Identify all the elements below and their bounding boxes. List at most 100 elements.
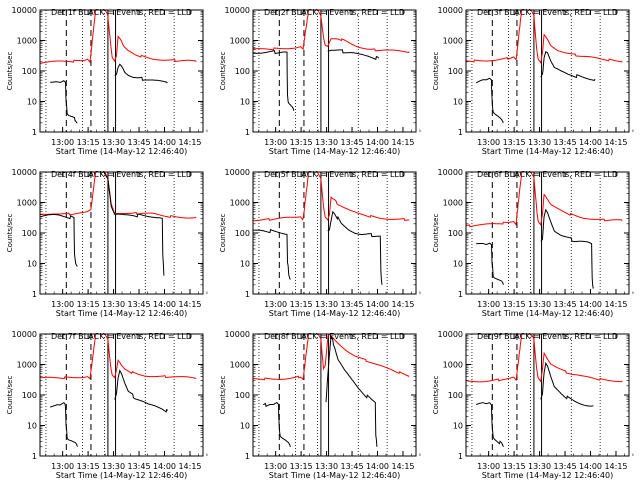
x-tick-label: 13:30 xyxy=(528,138,551,147)
x-tick-label: 13:30 xyxy=(315,462,338,471)
events-series-line xyxy=(50,401,78,447)
y-tick-label: 10 xyxy=(27,260,37,269)
x-tick-label: 13:15 xyxy=(77,138,100,147)
x-tick-label: 13:30 xyxy=(102,462,125,471)
panel-title: Det 6f BLACK = Events, RED = LLD xyxy=(477,170,618,179)
panel-title: Det 3f BLACK = Events, RED = LLD xyxy=(477,8,618,17)
x-tick-label: 14:00 xyxy=(579,462,602,471)
y-tick-label: 10 xyxy=(240,422,250,431)
x-axis-label: Start Time (14-May-12 12:46:40) xyxy=(269,471,400,480)
x-tick-label: 14:00 xyxy=(153,300,176,309)
y-tick-label: 10000 xyxy=(12,6,37,15)
detector-panel-3: 1 10 100 1000 10000 13:00 13:15 13:30 13:45 14:00… xyxy=(432,6,634,156)
y-axis-label: Counts/sec xyxy=(219,376,227,415)
detector-panel-1: 1 10 100 1000 10000 13:00 13:15 13:30 13:45 14:00… xyxy=(6,6,208,156)
y-axis-label: Counts/sec xyxy=(6,214,14,253)
events-series-line-segment xyxy=(327,210,383,285)
panel-title: Det 4f BLACK = Events, RED = LLD xyxy=(51,170,192,179)
y-axis-label: Counts/sec xyxy=(6,376,14,415)
x-tick-label: 14:00 xyxy=(366,462,389,471)
y-axis-label: Counts/sec xyxy=(432,52,440,91)
y-tick-label: 10000 xyxy=(438,330,463,339)
y-tick-label: 10 xyxy=(240,98,250,107)
x-tick-label: 13:30 xyxy=(102,138,125,147)
x-tick-label: 13:15 xyxy=(290,138,313,147)
y-axis-label: Counts/sec xyxy=(432,376,440,415)
y-tick-label: 1000 xyxy=(443,361,463,370)
y-tick-label: 10000 xyxy=(438,168,463,177)
y-axis-label: Counts/sec xyxy=(6,52,14,91)
x-tick-label: 14:00 xyxy=(366,300,389,309)
y-tick-label: 100 xyxy=(448,391,463,400)
y-tick-label: 100 xyxy=(235,229,250,238)
events-series-line-segment xyxy=(540,361,594,407)
x-tick-label: 14:15 xyxy=(178,138,201,147)
x-tick-label: 13:00 xyxy=(477,138,500,147)
x-tick-label: 13:00 xyxy=(51,138,74,147)
y-tick-label: 1000 xyxy=(230,37,250,46)
y-axis-label: Counts/sec xyxy=(219,214,227,253)
x-tick-label: 13:30 xyxy=(315,300,338,309)
y-tick-label: 10 xyxy=(240,260,250,269)
x-axis-label: Start Time (14-May-12 12:46:40) xyxy=(56,471,187,480)
x-tick-label: 13:30 xyxy=(528,300,551,309)
x-tick-label: 13:00 xyxy=(51,300,74,309)
y-tick-label: 100 xyxy=(22,391,37,400)
x-tick-label: 13:15 xyxy=(503,138,526,147)
x-tick-label: 14:15 xyxy=(391,138,414,147)
x-axis-label: Start Time (14-May-12 12:46:40) xyxy=(269,309,400,318)
lld-series-line xyxy=(252,171,410,222)
events-series-line-segment xyxy=(96,171,165,276)
x-tick-label: 13:45 xyxy=(341,138,364,147)
y-tick-label: 1000 xyxy=(17,361,37,370)
x-tick-label: 13:00 xyxy=(477,300,500,309)
y-tick-label: 10 xyxy=(27,422,37,431)
y-tick-label: 10000 xyxy=(225,330,250,339)
x-axis-label: Start Time (14-May-12 12:46:40) xyxy=(56,147,187,156)
detector-panel-5: 1 10 100 1000 10000 13:00 13:15 13:30 13:45 14:00… xyxy=(219,168,421,318)
y-tick-label: 10 xyxy=(27,98,37,107)
x-axis-label: Start Time (14-May-12 12:46:40) xyxy=(482,309,613,318)
y-tick-label: 1000 xyxy=(443,199,463,208)
plot-frame xyxy=(465,171,630,295)
lld-series-line xyxy=(252,9,410,54)
y-tick-label: 1 xyxy=(458,290,463,299)
detector-panel-2: 1 10 100 1000 10000 13:00 13:15 13:30 13:45 14:00… xyxy=(219,6,421,156)
x-tick-label: 13:45 xyxy=(341,300,364,309)
x-tick-label: 14:00 xyxy=(579,300,602,309)
events-series-line xyxy=(253,50,295,111)
y-tick-label: 100 xyxy=(448,229,463,238)
x-tick-label: 14:15 xyxy=(391,300,414,309)
x-tick-label: 13:45 xyxy=(128,138,151,147)
lld-series-line xyxy=(39,9,197,64)
x-tick-label: 14:00 xyxy=(366,138,389,147)
x-axis-label: Start Time (14-May-12 12:46:40) xyxy=(269,147,400,156)
y-tick-label: 10 xyxy=(453,260,463,269)
x-tick-label: 13:15 xyxy=(77,462,100,471)
detector-panel-8: 1 10 100 1000 10000 13:00 13:15 13:30 13:45 14:00… xyxy=(219,330,421,480)
plot-frame xyxy=(465,333,630,457)
y-tick-label: 1000 xyxy=(17,199,37,208)
events-series-line-segment xyxy=(114,63,168,84)
x-tick-label: 13:00 xyxy=(51,462,74,471)
y-tick-label: 1000 xyxy=(443,37,463,46)
events-series-line-segment xyxy=(327,49,380,60)
plot-frame xyxy=(39,171,204,295)
y-tick-label: 100 xyxy=(235,67,250,76)
y-tick-label: 10 xyxy=(453,98,463,107)
x-tick-label: 13:30 xyxy=(528,462,551,471)
y-tick-label: 1000 xyxy=(230,361,250,370)
events-series-line xyxy=(262,401,291,447)
panel-title: Det 7f BLACK = Events, RED = LLD xyxy=(51,332,192,341)
detector-panel-7: 1 10 100 1000 10000 13:00 13:15 13:30 13:45 14:00… xyxy=(6,330,208,480)
events-series-line-segment xyxy=(540,50,596,81)
y-tick-label: 10000 xyxy=(12,330,37,339)
y-tick-label: 1 xyxy=(458,452,463,461)
detector-panel-6: 1 10 100 1000 10000 13:00 13:15 13:30 13:45 14:00… xyxy=(432,168,634,318)
x-tick-label: 14:15 xyxy=(391,462,414,471)
lld-series-line xyxy=(465,171,623,228)
lld-series-line xyxy=(466,333,623,383)
x-tick-label: 13:15 xyxy=(77,300,100,309)
panel-title: Det 2f BLACK = Events, RED = LLD xyxy=(264,8,405,17)
